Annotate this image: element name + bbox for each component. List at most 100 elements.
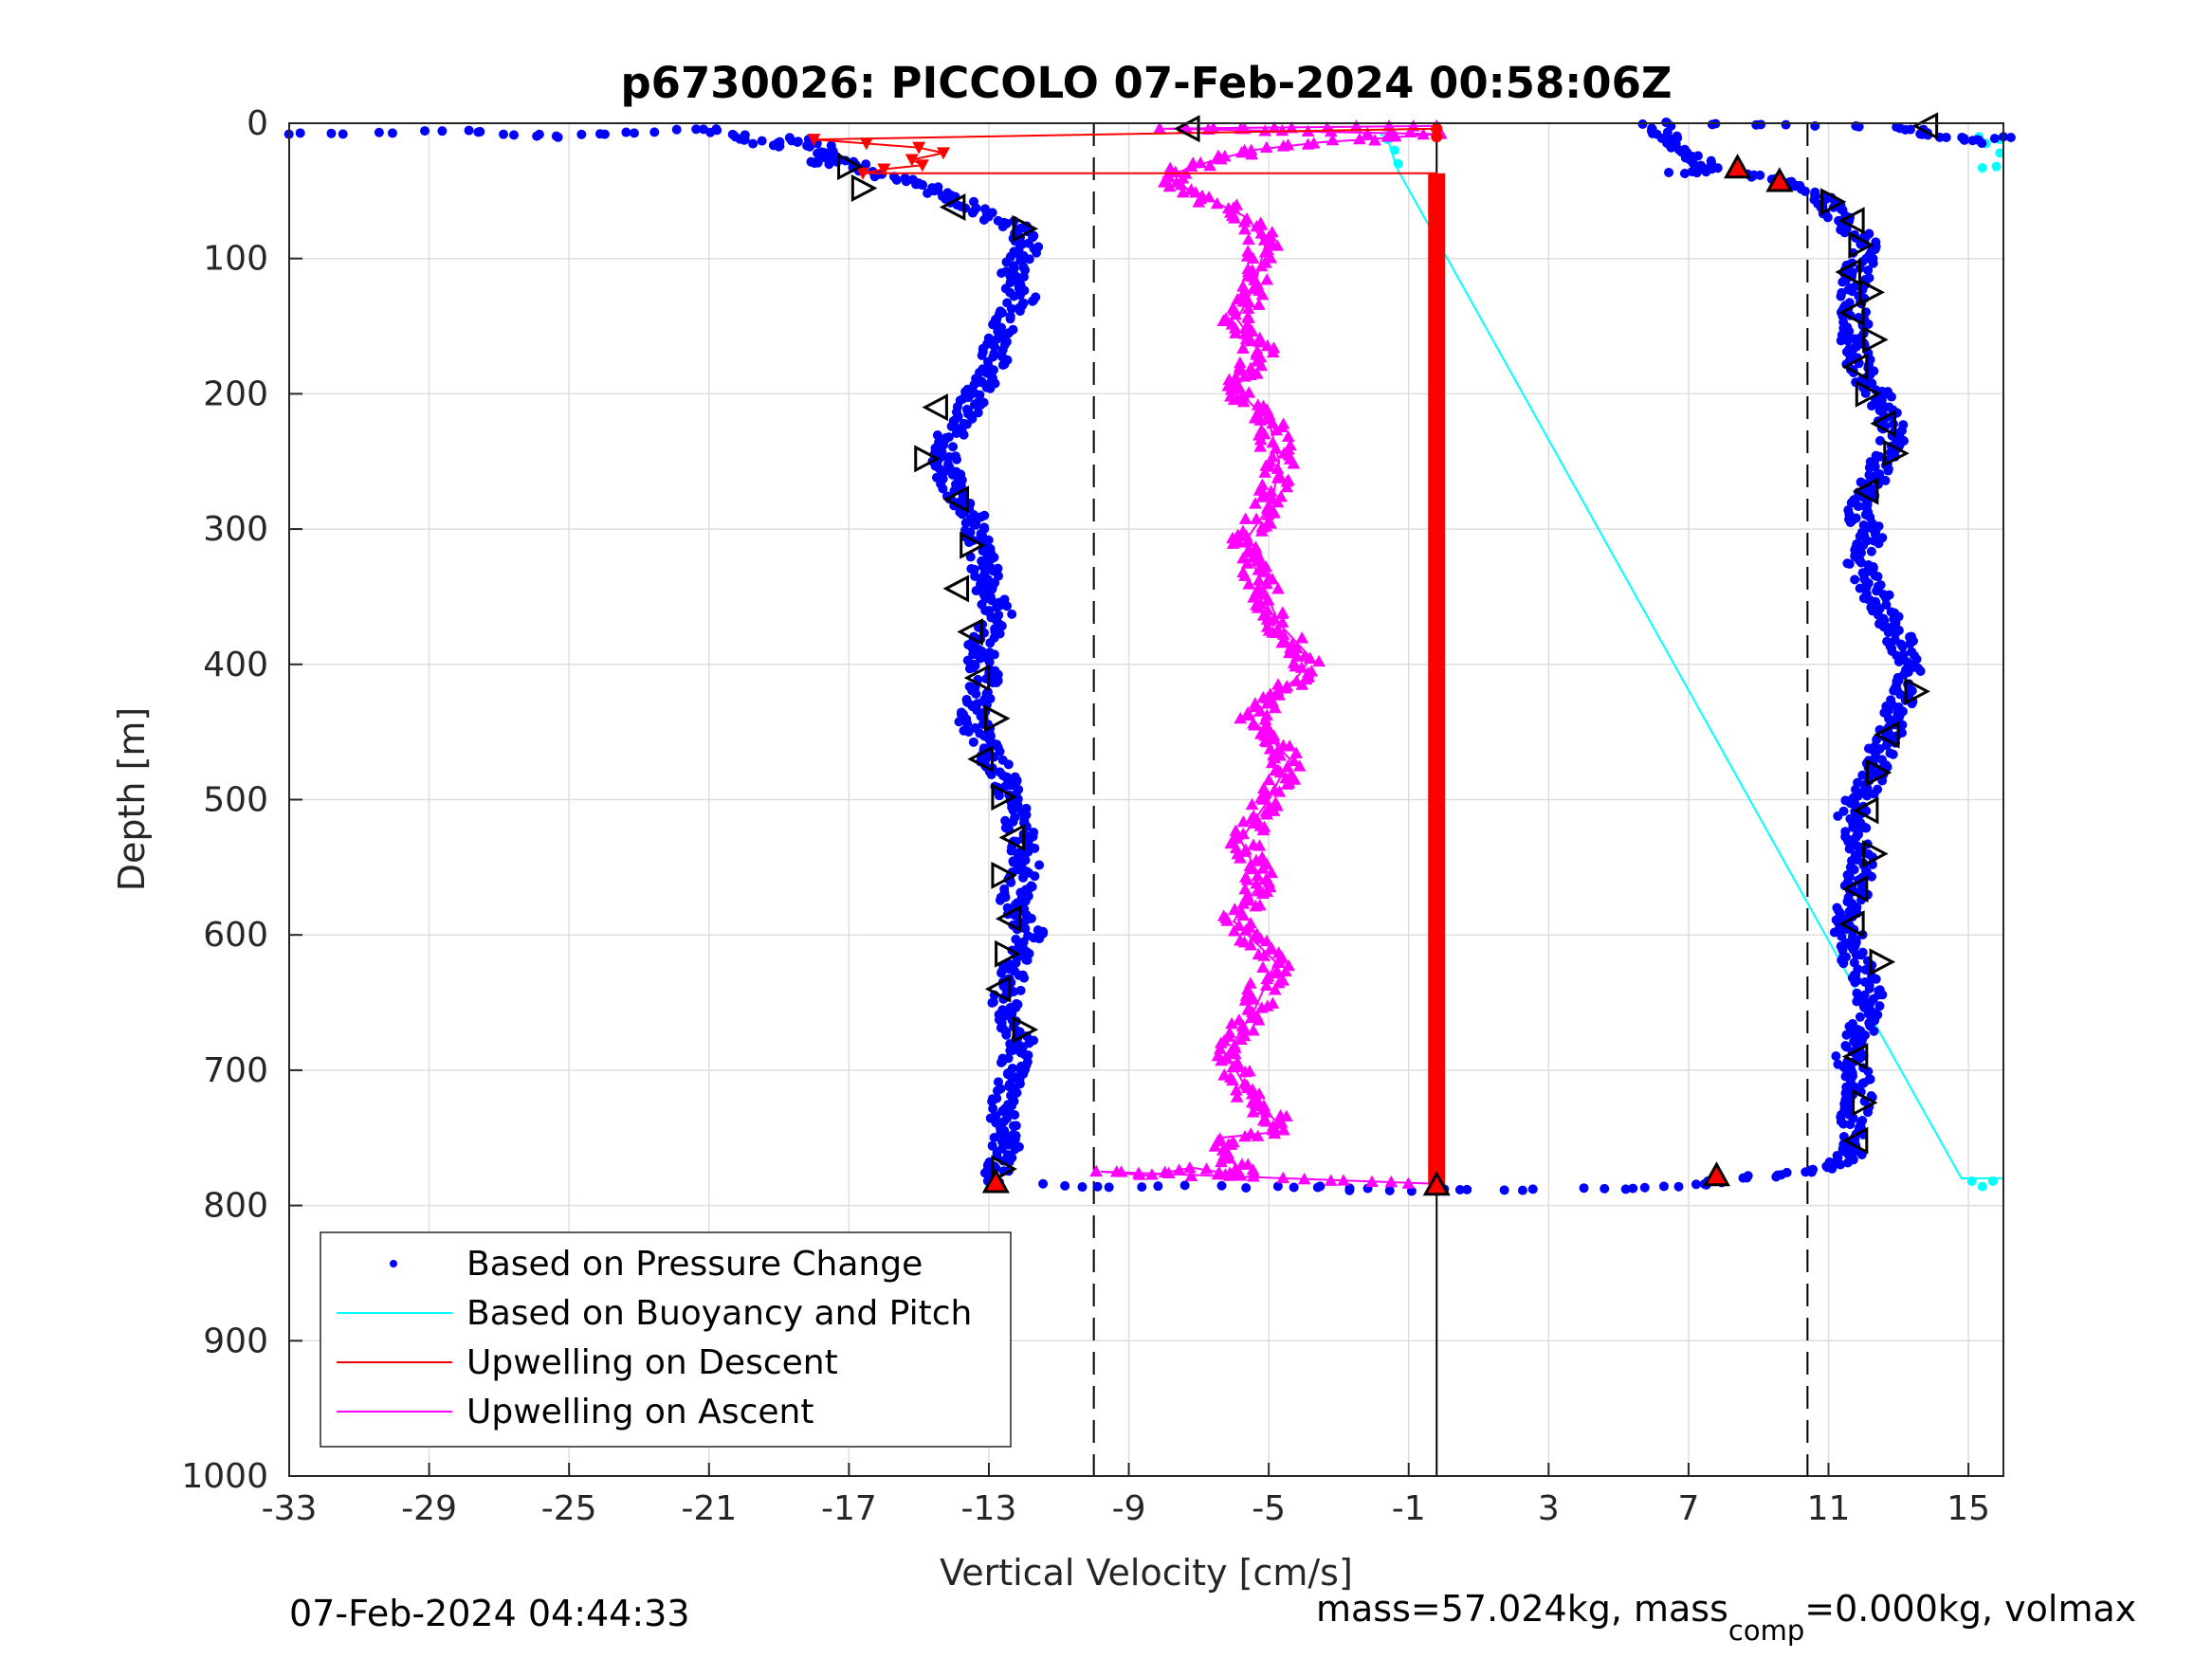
upwelling-ascent-point	[1266, 996, 1280, 1009]
upwelling-ascent-point	[1284, 438, 1297, 451]
upwelling-ascent-point	[1241, 1158, 1255, 1170]
upwelling-ascent-point	[1271, 622, 1285, 634]
pressure-change-point	[1010, 1144, 1020, 1155]
pressure-change-point	[978, 215, 989, 226]
pressure-change-point	[984, 657, 995, 667]
pressure-change-point	[1179, 1180, 1190, 1191]
pressure-change-point	[1579, 1183, 1589, 1194]
legend-swatch-pressure	[390, 1260, 397, 1267]
upwelling-ascent-point	[1216, 909, 1231, 921]
pressure-change-point	[1034, 934, 1045, 944]
pressure-change-point	[981, 382, 992, 392]
pressure-change-point	[1462, 1184, 1472, 1194]
pressure-change-point	[1863, 265, 1874, 276]
upwelling-ascent-point	[1252, 331, 1267, 344]
y-tick-label: 700	[203, 1051, 268, 1090]
y-tick-label: 0	[247, 104, 268, 143]
upwelling-ascent-point	[1271, 678, 1285, 690]
pressure-change-point	[793, 137, 803, 147]
pressure-change-point	[1838, 806, 1849, 816]
upwelling-ascent-point	[1242, 577, 1256, 590]
pressure-change-point	[1600, 1183, 1610, 1194]
pressure-change-point	[1038, 1178, 1049, 1189]
upwelling-descent-point	[859, 137, 873, 151]
upwelling-ascent-point	[1236, 285, 1251, 298]
pressure-change-point	[1743, 1171, 1753, 1181]
pressure-change-point	[532, 131, 542, 141]
upwelling-descent-point	[856, 167, 870, 180]
pressure-change-point	[1015, 985, 1026, 995]
upwelling-ascent-point	[1365, 1175, 1379, 1188]
upwelling-ascent-point	[1241, 310, 1255, 322]
upwelling-ascent-point	[1251, 927, 1264, 939]
pressure-change-point	[1840, 1041, 1851, 1051]
triangle-markers	[837, 112, 1939, 1196]
upwelling-ascent-point	[1225, 318, 1239, 330]
upwelling-ascent-point	[1172, 1163, 1186, 1176]
upwelling-ascent-point	[1244, 976, 1257, 989]
upwelling-ascent-point	[1285, 121, 1299, 134]
upwelling-ascent-point	[1234, 1169, 1248, 1181]
pressure-change-point	[1006, 303, 1016, 314]
open-triangle-marker	[1862, 840, 1889, 868]
upwelling-ascent-point	[1234, 934, 1247, 946]
upwelling-ascent-point	[1289, 674, 1304, 686]
pressure-change-point	[1517, 1185, 1527, 1195]
upwelling-ascent-point	[1253, 216, 1268, 228]
y-tick-label: 200	[203, 374, 268, 413]
pressure-change-point	[1695, 160, 1706, 171]
upwelling-ascent-point	[1241, 889, 1255, 902]
pressure-change-point	[1060, 1180, 1070, 1191]
filled-triangle-marker	[1724, 154, 1752, 179]
footer-mass-main: mass=57.024kg, mass	[1316, 1588, 1728, 1630]
y-tick-label: 900	[203, 1322, 268, 1360]
pressure-change-point	[1781, 119, 1791, 130]
open-triangle-marker	[1841, 1043, 1869, 1071]
pressure-change-point	[338, 129, 348, 139]
pressure-change-point	[1860, 976, 1871, 987]
upwelling-ascent-point	[1266, 450, 1279, 463]
pressure-change-point	[1527, 1184, 1538, 1194]
pressure-change-point	[1877, 533, 1888, 543]
pressure-change-point	[987, 997, 997, 1008]
chart-title: p6730026: PICCOLO 07-Feb-2024 00:58:06Z	[620, 58, 1672, 108]
upwelling-ascent-point	[1276, 1171, 1290, 1184]
upwelling-ascent-point	[1251, 1093, 1264, 1105]
upwelling-ascent-point	[1236, 341, 1250, 354]
pressure-change-point	[1092, 1181, 1103, 1192]
pressure-change-point	[1849, 495, 1859, 505]
open-triangle-marker	[995, 939, 1021, 968]
pressure-change-point	[996, 621, 1007, 631]
y-tick-label: 300	[203, 510, 268, 549]
upwelling-ascent-point	[1244, 917, 1257, 929]
pressure-change-point	[813, 148, 823, 158]
pressure-change-point	[1034, 860, 1045, 870]
upwelling-ascent-point	[1403, 125, 1417, 137]
upwelling-ascent-point	[1243, 859, 1257, 871]
buoyancy-pitch-point	[1393, 158, 1403, 169]
upwelling-ascent-point	[1275, 615, 1289, 628]
open-triangle-marker	[922, 393, 948, 422]
pressure-change-point	[1874, 1001, 1885, 1012]
pressure-change-point	[1851, 513, 1861, 523]
open-triangle-marker	[837, 153, 864, 181]
legend: Based on Pressure Change Based on Buoyan…	[320, 1231, 1012, 1448]
upwelling-ascent-point	[1285, 768, 1298, 780]
footer-mass-tail: =0.000kg, volmax	[1804, 1588, 2136, 1630]
upwelling-ascent-point	[1228, 1038, 1241, 1051]
x-tick-label: 15	[1947, 1489, 1990, 1528]
pressure-change-point	[1015, 306, 1025, 317]
pressure-change-point	[996, 268, 1007, 279]
buoyancy-pitch-point	[1966, 1176, 1977, 1186]
pressure-change-point	[629, 128, 639, 138]
pressure-change-point	[1871, 237, 1881, 247]
upwelling-descent-series	[807, 122, 1446, 1186]
pressure-change-point	[1883, 387, 1893, 397]
pressure-change-point	[1658, 1181, 1669, 1192]
pressure-change-point	[1834, 215, 1844, 226]
pressure-change-point	[1847, 1018, 1857, 1029]
pressure-change-point	[1860, 997, 1871, 1008]
pressure-change-point	[1030, 871, 1040, 882]
upwelling-ascent-point	[1260, 620, 1274, 632]
